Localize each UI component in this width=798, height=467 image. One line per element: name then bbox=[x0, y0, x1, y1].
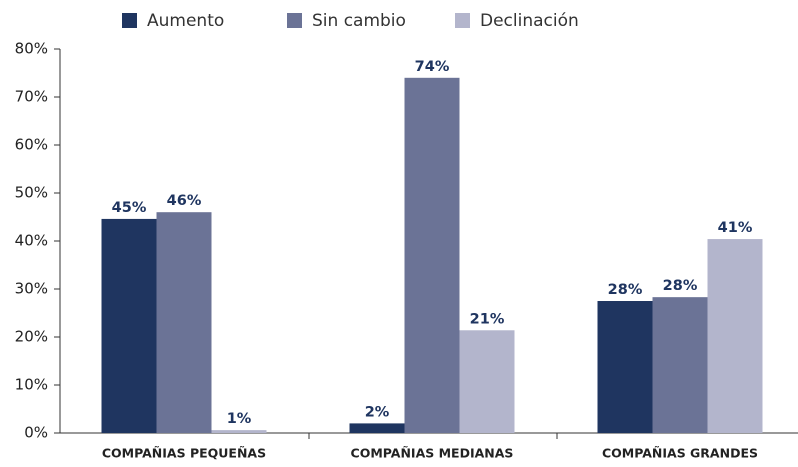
bar bbox=[597, 301, 653, 433]
data-label: 41% bbox=[718, 220, 753, 236]
bar bbox=[101, 218, 157, 433]
bar bbox=[156, 212, 212, 433]
bar bbox=[707, 239, 763, 433]
legend-label: Declinación bbox=[480, 11, 579, 31]
y-tick-label: 60% bbox=[15, 136, 48, 154]
data-label: 45% bbox=[112, 200, 147, 216]
y-tick-label: 80% bbox=[15, 40, 48, 58]
legend-swatch bbox=[122, 13, 137, 28]
y-tick-label: 40% bbox=[15, 232, 48, 250]
legend-label: Aumento bbox=[147, 11, 224, 31]
legend-label: Sin cambio bbox=[312, 11, 406, 31]
data-label: 28% bbox=[663, 278, 698, 294]
x-tick-label: COMPAÑIAS GRANDES bbox=[602, 446, 758, 461]
bar bbox=[652, 297, 708, 433]
x-tick-label: COMPAÑIAS MEDIANAS bbox=[351, 446, 514, 461]
data-label: 46% bbox=[167, 193, 202, 209]
data-label: 28% bbox=[608, 282, 643, 298]
data-label: 74% bbox=[415, 59, 450, 75]
y-tick-label: 0% bbox=[24, 424, 48, 442]
data-label: 21% bbox=[470, 311, 505, 327]
legend-swatch bbox=[455, 13, 470, 28]
bar bbox=[404, 77, 460, 434]
data-label: 1% bbox=[227, 411, 252, 427]
data-label: 2% bbox=[365, 404, 390, 420]
bar bbox=[459, 330, 515, 433]
bar bbox=[349, 423, 405, 433]
y-tick-label: 50% bbox=[15, 184, 48, 202]
y-tick-label: 30% bbox=[15, 280, 48, 298]
y-tick-label: 20% bbox=[15, 328, 48, 346]
x-tick-label: COMPAÑIAS PEQUEÑAS bbox=[102, 446, 266, 461]
y-tick-label: 10% bbox=[15, 376, 48, 394]
legend-swatch bbox=[287, 13, 302, 28]
bar bbox=[211, 430, 267, 433]
y-tick-label: 70% bbox=[15, 88, 48, 106]
